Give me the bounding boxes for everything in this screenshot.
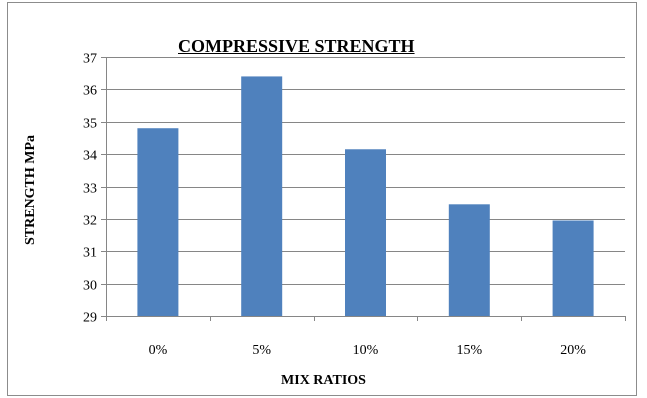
bar [552, 220, 594, 316]
y-tick-label: 36 [83, 84, 97, 99]
y-tick-label: 33 [83, 182, 97, 197]
x-tick-label: 15% [456, 343, 482, 358]
y-tick-label: 31 [83, 246, 97, 261]
y-tick-label: 37 [83, 52, 97, 67]
bar [345, 149, 386, 316]
y-tick-label: 35 [83, 117, 97, 132]
x-tick-label: 20% [560, 343, 586, 358]
y-axis-label: STRENGTH MPa [23, 134, 38, 246]
y-tick-label: 30 [83, 279, 97, 294]
bar [137, 128, 179, 316]
x-tick-label: 10% [353, 343, 379, 358]
y-tick-label: 34 [83, 149, 97, 164]
y-tick-label: 32 [83, 214, 97, 229]
x-tick-label: 0% [149, 343, 168, 358]
y-tick-label: 29 [83, 311, 97, 326]
chart-title: COMPRESSIVE STRENGTH [178, 36, 415, 56]
x-tick-label: 5% [252, 343, 271, 358]
bar [448, 204, 490, 316]
chart-frame [7, 2, 637, 396]
bar [241, 76, 283, 316]
x-axis-label: MIX RATIOS [281, 373, 366, 388]
